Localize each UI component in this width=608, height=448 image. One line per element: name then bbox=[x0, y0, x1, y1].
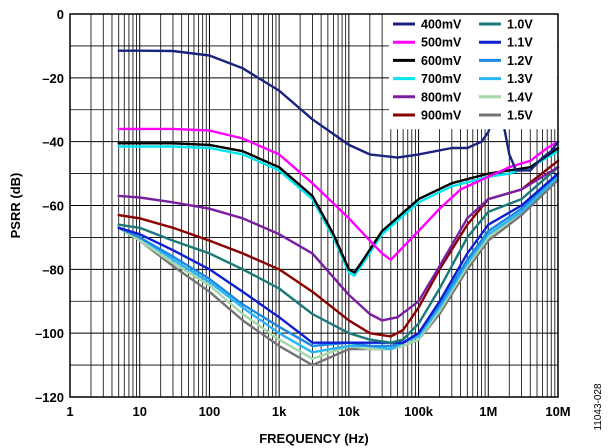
y-tick-labels: 0 –20 –40 –60 –80 –100 –120 bbox=[35, 7, 64, 405]
y-tick-label: –80 bbox=[42, 262, 64, 277]
series-line-400mV bbox=[117, 49, 560, 172]
legend-label: 800mV bbox=[421, 90, 462, 104]
legend-label: 400mV bbox=[421, 18, 462, 32]
series-lines bbox=[117, 49, 560, 367]
legend-label: 1.0V bbox=[507, 18, 533, 32]
series-line-1.0V bbox=[117, 165, 560, 344]
plot-frame bbox=[69, 13, 559, 398]
y-axis-title: PSRR (dB) bbox=[8, 173, 23, 239]
legend-label: 1.1V bbox=[507, 36, 533, 50]
legend-label: 600mV bbox=[421, 54, 462, 68]
series-line-600mV bbox=[117, 142, 560, 274]
x-axis-title: FREQUENCY (Hz) bbox=[259, 431, 369, 446]
x-tick-label: 10M bbox=[545, 404, 570, 419]
legend-label: 900mV bbox=[421, 109, 462, 123]
series-line-500mV bbox=[117, 127, 560, 261]
y-tick-label: –120 bbox=[35, 390, 64, 405]
x-tick-label: 10 bbox=[132, 404, 146, 419]
x-tick-label: 100 bbox=[199, 404, 221, 419]
legend-label: 500mV bbox=[421, 36, 462, 50]
x-tick-label: 1 bbox=[66, 404, 73, 419]
x-tick-label: 1M bbox=[479, 404, 497, 419]
y-tick-label: –100 bbox=[35, 326, 64, 341]
legend: 400mV 500mV 600mV 700mV 800mV 900mV 1.0V 1.1V 1.… bbox=[389, 14, 557, 130]
legend-box bbox=[389, 14, 557, 130]
series-line-1.4V bbox=[117, 175, 560, 360]
figure-id: 11043-028 bbox=[593, 383, 604, 431]
x-tick-label: 10k bbox=[338, 404, 360, 419]
y-tick-label: 0 bbox=[57, 7, 64, 22]
series-line-1.2V bbox=[117, 172, 560, 348]
legend-label: 1.5V bbox=[507, 109, 533, 123]
x-tick-label: 100k bbox=[404, 404, 434, 419]
legend-label: 1.4V bbox=[507, 90, 533, 104]
y-tick-label: –40 bbox=[42, 135, 64, 150]
x-tick-label: 1k bbox=[272, 404, 287, 419]
y-tick-label: –20 bbox=[42, 71, 64, 86]
x-tick-labels: 1 10 100 1k 10k 100k 1M 10M bbox=[66, 404, 570, 419]
series-line-900mV bbox=[117, 159, 560, 338]
y-tick-label: –60 bbox=[42, 199, 64, 214]
series-line-1.1V bbox=[117, 172, 560, 344]
legend-label: 1.2V bbox=[507, 54, 533, 68]
legend-label: 1.3V bbox=[507, 72, 533, 86]
series-line-800mV bbox=[117, 165, 560, 322]
legend-label: 700mV bbox=[421, 72, 462, 86]
